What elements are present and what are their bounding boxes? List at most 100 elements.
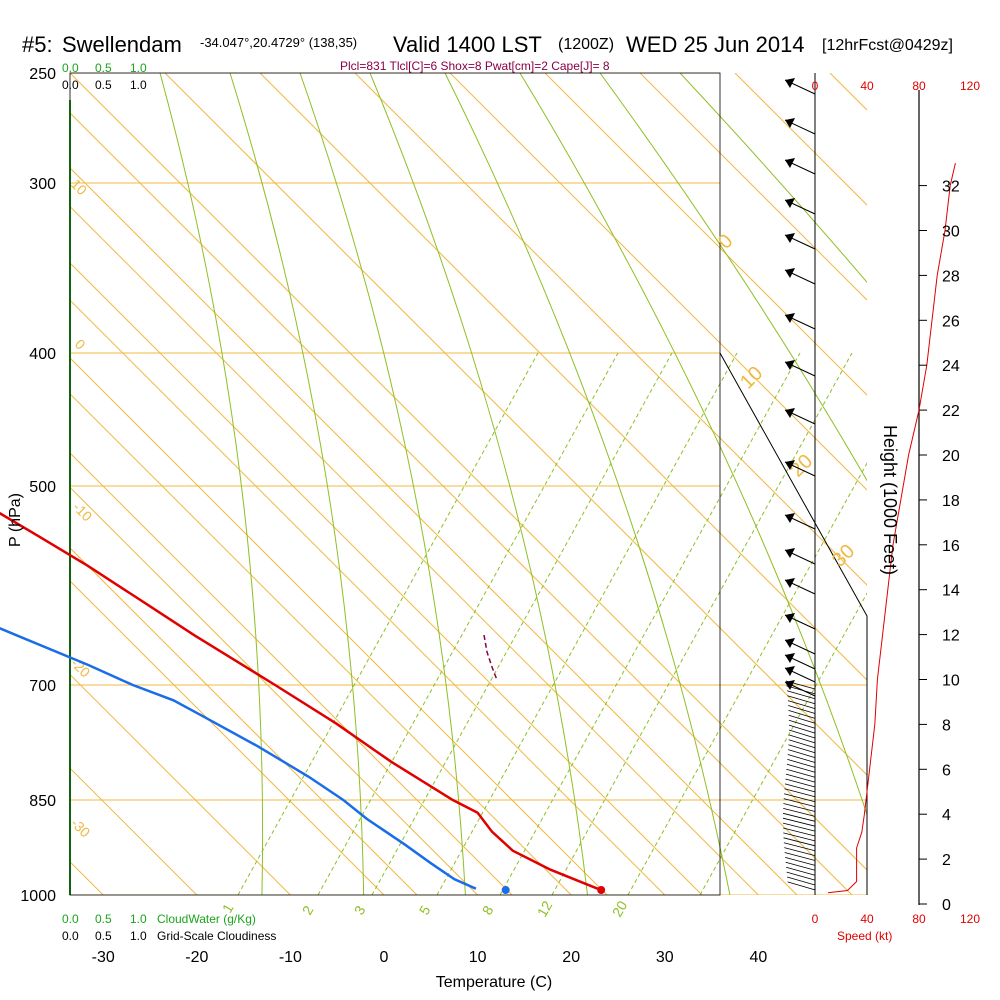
wind-barb-lower-11 bbox=[788, 734, 816, 744]
speed-tick-bottom-0: 0 bbox=[812, 912, 819, 926]
isotherm-label-1: 0 bbox=[72, 336, 89, 353]
wind-barb-flag-9 bbox=[785, 460, 795, 470]
mixing-ratio-line-7 bbox=[699, 592, 867, 895]
parcel-path bbox=[483, 634, 498, 681]
isotherm-label-2: -10 bbox=[70, 499, 96, 525]
wind-barb-lower-29 bbox=[782, 822, 816, 832]
wind-barb-lower-36 bbox=[785, 857, 816, 866]
dry-adiabat-6 bbox=[639, 73, 867, 301]
x-tick-label-5: 20 bbox=[562, 949, 580, 966]
isotherm-label-8: 30 bbox=[828, 540, 859, 571]
wind-barb-lower-39 bbox=[786, 871, 816, 881]
cloud-scale-top-green-2: 1.0 bbox=[130, 61, 147, 75]
valid-time: Valid 1400 LST bbox=[393, 32, 542, 57]
moist-adiabat-7 bbox=[679, 73, 867, 284]
wind-barb-flag-0 bbox=[785, 78, 795, 88]
isotherm-10 bbox=[70, 486, 478, 895]
height-tick-label-1: 2 bbox=[942, 852, 951, 869]
isotherm-0 bbox=[70, 580, 385, 895]
wind-barb-lower-14 bbox=[788, 749, 816, 758]
height-tick-label-12: 24 bbox=[942, 358, 960, 375]
wind-barb-lower-40 bbox=[787, 876, 816, 886]
wind-barb-lower-16 bbox=[787, 759, 816, 768]
height-tick-label-13: 26 bbox=[942, 313, 960, 330]
dry-adiabat-3 bbox=[354, 73, 867, 586]
moist-adiabat-5 bbox=[519, 73, 867, 816]
x-tick-label-6: 30 bbox=[656, 949, 674, 966]
wind-barb-lower-34 bbox=[784, 847, 816, 856]
speed-axis-title: Speed (kt) bbox=[837, 929, 892, 943]
wind-panel-outline bbox=[719, 352, 868, 895]
wind-barb-lower-23 bbox=[783, 793, 816, 803]
cloud-scale-bottom-black-0: 0.0 bbox=[62, 929, 79, 943]
wind-barb-lower-13 bbox=[788, 744, 816, 754]
wind-barb-lower-5 bbox=[788, 705, 816, 714]
wind-barbs bbox=[782, 78, 816, 891]
isotherm-30 bbox=[70, 299, 666, 895]
wind-barb-flag-16 bbox=[785, 666, 795, 676]
dry-adiabat-0 bbox=[70, 73, 867, 871]
mixing-ratio-label-2: 3 bbox=[351, 903, 369, 918]
wind-barb-flag-8 bbox=[785, 408, 795, 418]
dry-adiabat--5 bbox=[70, 547, 418, 895]
station-name: Swellendam bbox=[62, 32, 182, 57]
dry-adiabat-9 bbox=[925, 73, 1000, 895]
wind-barb-lower-22 bbox=[784, 788, 816, 798]
zulu-time: (1200Z) bbox=[558, 36, 614, 53]
cloud-scale-top-green-0: 0.0 bbox=[62, 61, 79, 75]
wind-barb-lower-18 bbox=[786, 768, 816, 778]
isotherm-label-6: 10 bbox=[736, 362, 767, 393]
mixing-ratio-lines bbox=[237, 352, 867, 895]
dewpoint-profile bbox=[0, 627, 477, 890]
mixing-ratio-label-3: 5 bbox=[416, 903, 434, 918]
cloud-scale-top-black-2: 1.0 bbox=[130, 78, 147, 92]
plot-frame bbox=[69, 72, 721, 896]
wind-barb-lower-7 bbox=[788, 714, 816, 724]
wind-barb-flag-15 bbox=[785, 653, 795, 663]
surface-dewpoint-point bbox=[501, 886, 510, 894]
cloud-scale-bottom-green-1: 0.5 bbox=[95, 912, 112, 926]
cloud-scale-top: 0.0 0.5 1.0 0.0 0.5 1.0 bbox=[62, 61, 147, 92]
moist-adiabat-2 bbox=[299, 73, 466, 895]
wind-speed-profile bbox=[827, 162, 956, 894]
forecast-label: [12hrFcst@0429z] bbox=[822, 37, 953, 54]
speed-tick-top-1: 40 bbox=[860, 79, 874, 93]
wind-barb-lower-12 bbox=[788, 739, 816, 749]
wind-barb-lower-17 bbox=[786, 763, 816, 773]
isotherm-40 bbox=[70, 205, 759, 895]
moist-adiabat-1 bbox=[229, 73, 365, 895]
wind-barb-lower-6 bbox=[788, 710, 816, 719]
mixing-ratio-line-4 bbox=[499, 352, 801, 895]
speed-tick-top-3: 120 bbox=[960, 79, 980, 93]
isotherm--40 bbox=[0, 73, 10, 895]
wind-barb-lower-24 bbox=[783, 798, 816, 807]
mixing-ratio-label-6: 20 bbox=[609, 898, 631, 920]
speed-tick-bottom-1: 40 bbox=[860, 912, 874, 926]
wind-barb-lower-35 bbox=[784, 852, 816, 861]
x-tick-label-2: -10 bbox=[279, 949, 302, 966]
x-tick-label-3: 0 bbox=[380, 949, 389, 966]
cloud-scale-bottom: 0.0 0.5 1.0 CloudWater (g/Kg) 0.0 0.5 1.… bbox=[62, 912, 276, 943]
wind-barb-flag-12 bbox=[785, 578, 795, 588]
wind-barb-lower-27 bbox=[782, 812, 816, 822]
height-tick-label-5: 10 bbox=[942, 673, 960, 690]
height-tick-label-16: 32 bbox=[942, 179, 960, 196]
wind-barb-flag-5 bbox=[785, 268, 795, 278]
dry-adiabat--3 bbox=[70, 357, 608, 895]
speed-tick-top-0: 0 bbox=[812, 79, 819, 93]
isotherm-50 bbox=[70, 112, 853, 895]
height-axis-title: Height (1000 Feet) bbox=[880, 425, 900, 575]
y-axis-title: P (hPa) bbox=[7, 493, 24, 547]
wind-barb-lower-2 bbox=[786, 690, 816, 700]
pressure-tick-label-0: 250 bbox=[29, 66, 56, 83]
wind-barb-lower-1 bbox=[786, 685, 816, 695]
wind-barb-lower-31 bbox=[783, 832, 816, 842]
x-axis-title: Temperature (C) bbox=[436, 974, 552, 991]
wind-barb-lower-30 bbox=[783, 827, 816, 837]
wind-barb-lower-28 bbox=[782, 817, 816, 827]
mixing-ratio-labels: 1 2 3 5 8 12 20 bbox=[219, 898, 631, 920]
mixing-ratio-line-1 bbox=[317, 352, 619, 895]
moist-adiabat-6 bbox=[599, 73, 867, 482]
wind-barb-lower-38 bbox=[786, 866, 816, 876]
moist-adiabat-4 bbox=[444, 73, 731, 895]
